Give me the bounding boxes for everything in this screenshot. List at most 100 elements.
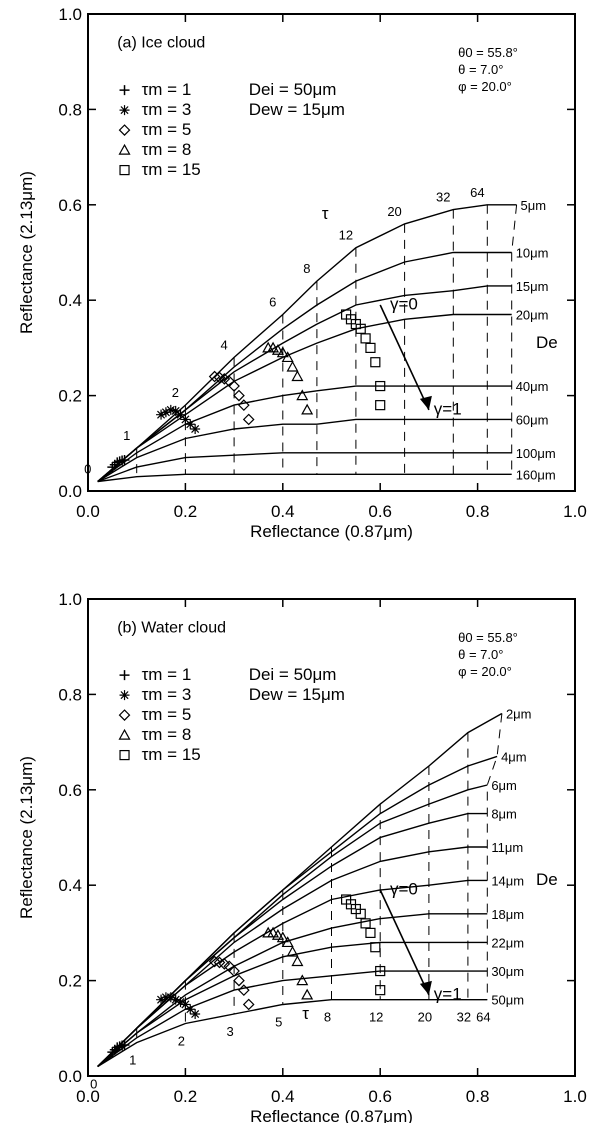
gamma-label-end: γ=1 (434, 400, 462, 419)
y-tick-label: 0.2 (58, 387, 82, 406)
legend-entry: τm = 15 (142, 160, 201, 179)
x-tick-label: 0.0 (76, 502, 100, 521)
plot-frame (87, 598, 576, 1077)
data-point-triangle (291, 955, 304, 967)
size-param: Dew = 15μm (249, 100, 345, 119)
angle-label: θ = 7.0° (458, 647, 503, 662)
data-point-diamond (233, 389, 245, 402)
legend-marker-diamond (118, 709, 131, 721)
tau-value-label: 1 (129, 1053, 136, 1068)
y-tick-label: 1.0 (58, 590, 82, 609)
series-line-2 (97, 285, 512, 483)
series-label: 18μm (491, 907, 524, 922)
data-point-triangle (296, 389, 309, 401)
angle-label: θ = 7.0° (458, 62, 503, 77)
data-point-diamond (237, 984, 250, 996)
gamma-label-start: γ=0 (390, 880, 418, 899)
data-point-triangle (281, 936, 294, 948)
legend-marker-plus (119, 670, 130, 681)
panel-label: (a) Ice cloud (117, 34, 205, 51)
gamma-arrow-head (419, 395, 432, 410)
data-point-triangle (301, 988, 314, 1000)
data-point-plus (114, 456, 125, 467)
legend-marker-square (119, 164, 130, 176)
series-line-9 (97, 999, 488, 1068)
data-point-triangle (267, 341, 280, 353)
data-point-diamond (242, 413, 255, 426)
data-point-asterisk (156, 994, 167, 1005)
angle-label: φ = 20.0° (458, 664, 512, 679)
data-point-asterisk (175, 997, 186, 1008)
data-point-plus (119, 1039, 130, 1050)
data-point-triangle (271, 344, 284, 355)
data-point-triangle (267, 926, 280, 938)
tau-value-label: 12 (339, 228, 353, 243)
y-tick-label: 0.0 (58, 1067, 82, 1086)
data-point-square (365, 342, 376, 353)
legend-entry: τm = 5 (142, 705, 192, 724)
data-point-diamond (233, 974, 245, 987)
plot-frame (87, 13, 576, 492)
legend-entry: τm = 8 (142, 140, 192, 159)
y-axis-label: Reflectance (2.13μm) (17, 756, 36, 919)
data-point-asterisk (165, 404, 176, 415)
data-point-square (375, 965, 386, 977)
y-tick-label: 0.0 (58, 482, 82, 501)
data-point-square (365, 927, 376, 939)
legend-entry: τm = 1 (142, 665, 192, 684)
x-tick-label: 0.8 (466, 1087, 490, 1106)
data-point-triangle (276, 931, 289, 943)
tau-label: τ (302, 1004, 309, 1023)
tau-value-label: 1 (123, 428, 130, 443)
legend-marker-asterisk (119, 105, 130, 116)
data-point-asterisk (190, 1008, 201, 1019)
x-tick-label: 0.4 (271, 502, 295, 521)
x-tick-label: 0.8 (466, 502, 490, 521)
data-point-asterisk (180, 414, 191, 425)
size-param: Dei = 50μm (249, 665, 337, 684)
y-axis-label: Reflectance (2.13μm) (17, 171, 36, 334)
data-point-square (375, 985, 386, 996)
legend-entry: τm = 3 (142, 100, 192, 119)
tau-value-label: 6 (269, 295, 276, 310)
panel-b: 0.0 0.2 0.4 0.6 0.8 1.0 0.0 0.2 0.4 0.6 0.8 1.0 Refl… (17, 590, 587, 1123)
data-point-triangle (301, 403, 314, 415)
y-tick-label: 0.4 (58, 291, 82, 310)
series-line-7 (97, 473, 512, 483)
angle-label: θ0 = 55.8° (458, 630, 518, 645)
series-line-4 (97, 385, 512, 483)
legend-marker-diamond (118, 124, 131, 136)
data-point-asterisk (160, 407, 171, 418)
gamma-arrow-head (419, 980, 432, 995)
data-point-square (370, 942, 381, 953)
data-point-plus (107, 1047, 118, 1058)
de-label: De (536, 333, 558, 352)
series-label: 30μm (491, 964, 524, 979)
data-point-square (375, 400, 386, 411)
tau-label: τ (322, 204, 329, 223)
data-point-asterisk (170, 994, 181, 1005)
data-point-diamond (228, 965, 240, 977)
series-label: 160μm (516, 467, 556, 482)
x-tick-label: 0.2 (174, 1087, 198, 1106)
series-label: 2μm (506, 706, 532, 721)
x-axis-label: Reflectance (0.87μm) (250, 522, 413, 541)
x-tick-label: 0.0 (76, 1087, 100, 1106)
legend-entry: τm = 3 (142, 685, 192, 704)
tau-value-label: 20 (387, 204, 401, 219)
series-label: 6μm (491, 778, 517, 793)
data-point-plus (107, 462, 118, 473)
series-label: 10μm (516, 246, 549, 261)
gamma-label-end: γ=1 (434, 985, 462, 1004)
series-line-3 (97, 313, 512, 483)
panel-a: 0.0 0.2 0.4 0.6 0.8 1.0 0.0 0.2 0.4 0.6 0.8 1.0 Refl… (17, 5, 587, 541)
series-line-8 (97, 970, 488, 1068)
size-param: Dei = 50μm (249, 80, 337, 99)
series-line-5 (97, 879, 488, 1068)
legend-marker-triangle (118, 728, 131, 740)
series-label: 60μm (516, 412, 549, 427)
angle-label: φ = 20.0° (458, 79, 512, 94)
series-label: 11μm (491, 840, 523, 855)
data-point-triangle (271, 929, 284, 940)
